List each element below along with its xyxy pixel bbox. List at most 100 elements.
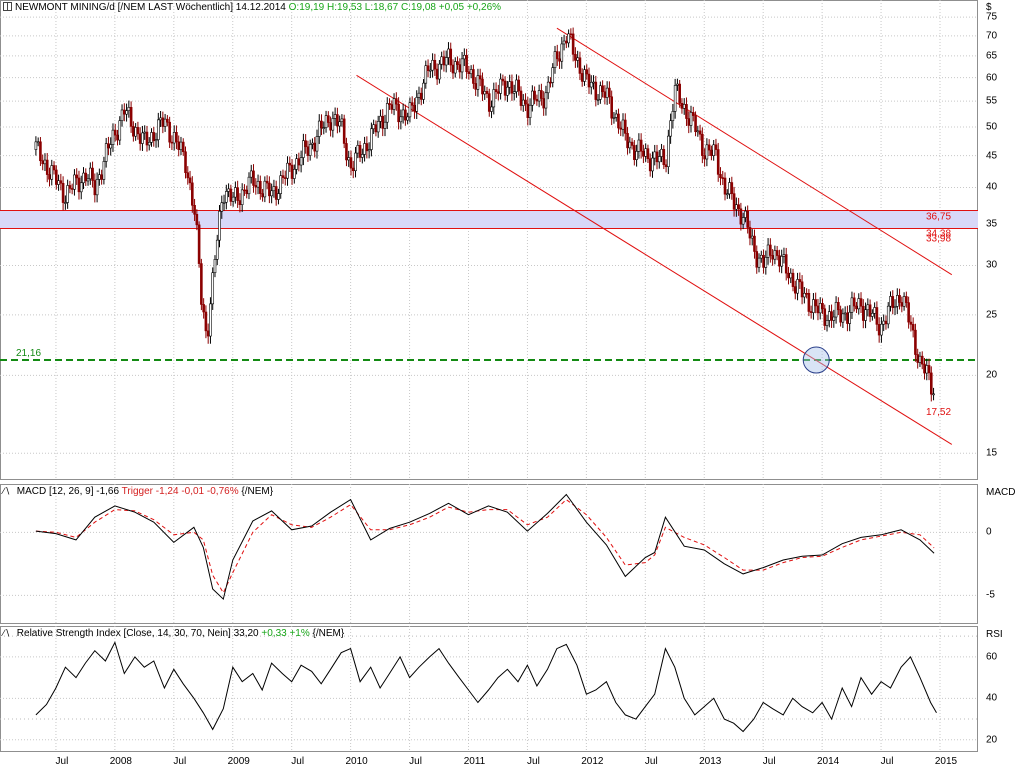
price-candle-body: [397, 103, 400, 123]
price-candle-body: [95, 179, 99, 196]
price-candle-body: [82, 172, 85, 184]
price-candle-body: [100, 174, 103, 180]
price-candle-body: [129, 107, 133, 127]
price-candle-body: [753, 235, 756, 252]
price-candle-body: [329, 122, 332, 131]
price-candle-body: [689, 112, 693, 126]
price-candle-body: [406, 116, 409, 121]
rsi-line: [35, 641, 937, 733]
macd-ytick: -5: [986, 589, 995, 601]
price-candle-body: [429, 69, 432, 72]
price-candle-body: [680, 103, 684, 109]
price-ytick: 15: [986, 447, 998, 459]
price-candle-body: [725, 193, 729, 196]
price-candle-body: [852, 297, 856, 307]
price-candle-body: [254, 185, 258, 188]
price-candle-body: [356, 145, 360, 154]
price-axis-title: $: [986, 2, 992, 13]
price-candle-body: [617, 113, 620, 129]
price-candle-body: [68, 185, 72, 189]
price-candle-body: [64, 202, 67, 204]
price-candle-body: [891, 296, 895, 308]
price-candle-body: [648, 158, 652, 172]
price-candle-body: [818, 303, 822, 314]
price-candle-body: [478, 75, 482, 80]
price-candle-body: [789, 272, 793, 279]
price-candle-body: [701, 133, 704, 156]
price-candle-body: [741, 217, 745, 225]
chart-settings-icon[interactable]: [3, 2, 12, 11]
price-candle-body: [517, 79, 521, 92]
price-candle-body: [36, 141, 40, 144]
price-candle-body: [490, 106, 493, 112]
price-candle-body: [576, 57, 579, 61]
x-tick-label: 2015: [934, 756, 958, 767]
price-candle-body: [57, 180, 60, 185]
price-candle-body: [757, 257, 761, 268]
price-candle-body: [542, 98, 545, 109]
price-candle-body: [342, 118, 346, 144]
price-ytick: 20: [986, 369, 998, 381]
price-candle-body: [555, 51, 559, 60]
price-candle-body: [472, 69, 475, 84]
price-candle-body: [594, 81, 598, 100]
macd-plot-area[interactable]: [0, 484, 978, 624]
price-candle-body: [123, 109, 126, 115]
price-candle-body: [136, 127, 140, 135]
price-candle-body: [732, 193, 736, 210]
price-candle-body: [916, 354, 919, 363]
price-candle-body: [433, 59, 437, 70]
price-candle-body: [410, 102, 414, 106]
price-candle-body: [837, 302, 840, 311]
price-candle-body: [900, 302, 904, 307]
price-candle-body: [272, 186, 276, 192]
macd-trigger: Trigger -1,24 -0,01 -0,76%: [121, 486, 239, 497]
price-candle-body: [211, 272, 215, 305]
price-ytick: 75: [986, 11, 998, 23]
price-candle-body: [759, 254, 763, 259]
rsi-y-axis: RSI 20 40 60: [978, 626, 1024, 752]
price-candle-body: [682, 104, 686, 109]
x-tick-label: Jul: [409, 756, 422, 767]
price-candle-body: [578, 57, 582, 74]
price-candle-body: [132, 126, 135, 137]
price-candle-body: [444, 57, 448, 66]
price-candle-body: [714, 144, 718, 150]
price-candle-body: [639, 139, 643, 152]
price-candle-body: [91, 167, 94, 181]
price-candle-body: [787, 272, 790, 279]
price-candle-body: [281, 175, 285, 178]
price-candle-body: [89, 167, 92, 180]
price-candle-body: [637, 139, 641, 152]
price-candle-body: [816, 305, 820, 314]
price-candle-body: [166, 118, 169, 123]
price-candle-body: [98, 174, 101, 180]
price-candle-body: [347, 157, 351, 161]
price-candle-body: [238, 200, 242, 205]
price-candle-body: [671, 111, 675, 122]
price-candle-body: [877, 324, 881, 336]
x-tick-label: Jul: [880, 756, 894, 767]
price-candle-body: [134, 127, 137, 137]
price-candle-body: [710, 149, 713, 156]
price-plot-area[interactable]: [0, 0, 978, 480]
lower-channel-line: [356, 74, 953, 445]
price-candle-body: [159, 117, 162, 121]
price-candle-body: [84, 172, 88, 182]
price-candle-body: [322, 127, 326, 129]
price-candle-body: [367, 149, 371, 152]
price-candle-body: [225, 191, 228, 203]
price-candle-body: [642, 150, 645, 157]
price-candle-body: [358, 145, 362, 158]
price-candle-body: [839, 309, 842, 323]
price-candle-body: [247, 176, 251, 195]
band-top-label: 36,75: [926, 211, 951, 222]
price-candle-body: [141, 132, 144, 144]
price-candle-body: [755, 251, 759, 268]
price-candle-body: [567, 33, 570, 44]
price-candle-body: [796, 279, 799, 294]
price-candle-body: [673, 85, 677, 112]
price-candle-body: [685, 104, 688, 119]
price-candle-body: [304, 140, 307, 148]
last-low-label: 17,52: [926, 407, 951, 418]
